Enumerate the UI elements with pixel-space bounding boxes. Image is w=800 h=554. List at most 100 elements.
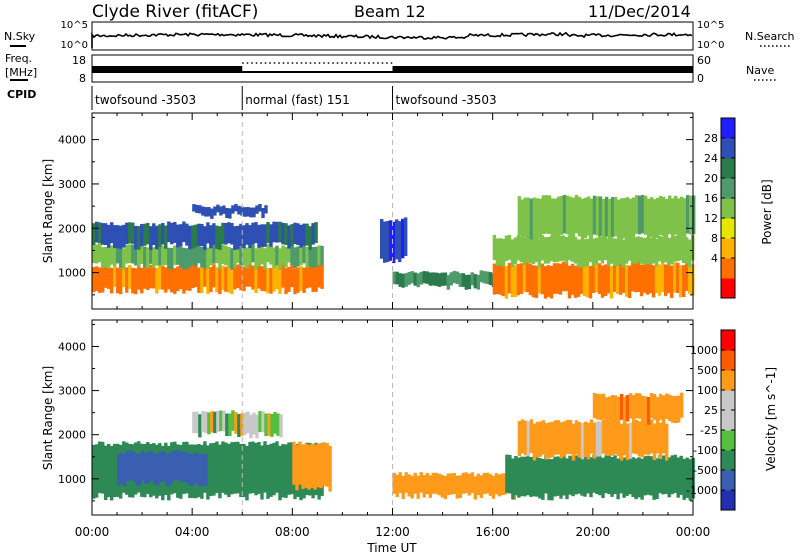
- heatmap-cell: [689, 195, 693, 235]
- heatmap-cell: [476, 473, 480, 496]
- heatmap-cell: [544, 423, 549, 460]
- heatmap-cell: [654, 238, 659, 267]
- heatmap-cell: [308, 264, 312, 288]
- colorbar-swatch: [721, 330, 735, 351]
- heatmap-cell: [567, 265, 572, 299]
- colorbar-tick-label: -500: [693, 464, 718, 477]
- heatmap-cell: [670, 237, 674, 265]
- heatmap-cell: [275, 441, 279, 493]
- heatmap-cell: [679, 265, 683, 298]
- heatmap-cell: [645, 237, 650, 264]
- heatmap-cell: [221, 265, 225, 290]
- heatmap-cell: [582, 239, 587, 267]
- heatmap-cell: [498, 238, 503, 266]
- heatmap-cell: [658, 394, 663, 420]
- heatmap-cell: [134, 225, 138, 250]
- heatmap-cell: [685, 237, 689, 264]
- power-y-axis-label: Slant Range [km]: [41, 159, 55, 263]
- power-heatmap: [92, 113, 696, 309]
- heatmap-cell: [302, 267, 306, 293]
- heatmap-cell: [665, 393, 669, 419]
- heatmap-cell: [547, 195, 552, 235]
- velocity-colorbar: 1000 500 100 25 -25 -100 -500 -1000: [686, 329, 736, 511]
- heatmap-cell: [546, 237, 551, 264]
- power-colorbar: 28 24 20 16 12 8 4: [704, 117, 736, 299]
- heatmap-cell: [203, 263, 207, 287]
- heatmap-cell: [222, 410, 226, 432]
- colorbar-swatch: [721, 470, 735, 491]
- heatmap-cell: [328, 445, 332, 492]
- heatmap-cell: [547, 459, 551, 501]
- heatmap-cell: [305, 223, 309, 246]
- noise-left-tick-bottom: 10^0: [61, 40, 88, 51]
- heatmap-cell: [248, 225, 252, 249]
- heatmap-cell: [242, 225, 246, 249]
- heatmap-cell: [510, 239, 515, 268]
- heatmap-cell: [410, 475, 414, 499]
- heatmap-cell: [601, 199, 606, 241]
- heatmap-cell: [552, 263, 557, 294]
- heatmap-cell: [579, 239, 584, 268]
- heatmap-cell: [610, 394, 615, 422]
- heatmap-cell: [482, 271, 486, 284]
- heatmap-cell: [680, 392, 684, 418]
- heatmap-cell: [658, 454, 662, 494]
- heatmap-cell: [434, 472, 438, 494]
- heatmap-cell: [667, 262, 671, 294]
- heatmap-cell: [101, 267, 105, 293]
- heatmap-cell: [170, 222, 174, 245]
- heatmap-cell: [314, 246, 318, 268]
- heatmap-cell: [628, 455, 632, 495]
- heatmap-cell: [198, 205, 202, 214]
- heatmap-cell: [95, 244, 99, 264]
- heatmap-cell: [543, 266, 548, 299]
- heatmap-cell: [467, 473, 471, 496]
- heatmap-cell: [692, 195, 696, 235]
- heatmap-cell: [143, 223, 147, 246]
- heatmap-cell: [311, 247, 315, 268]
- heatmap-cell: [667, 457, 671, 498]
- heatmap-cell: [149, 264, 153, 289]
- heatmap-cell: [302, 244, 306, 264]
- heatmap-cell: [213, 206, 217, 216]
- heatmap-cell: [206, 222, 210, 244]
- heatmap-cell: [616, 421, 621, 456]
- heatmap-cell: [401, 273, 405, 288]
- heatmap-cell: [269, 224, 273, 247]
- heatmap-cell: [637, 195, 642, 235]
- heatmap-cell: [278, 248, 282, 270]
- heatmap-cell: [517, 421, 522, 456]
- heatmap-cell: [146, 222, 150, 245]
- heatmap-cell: [643, 396, 648, 424]
- heatmap-cell: [671, 395, 675, 423]
- heatmap-cell: [191, 245, 195, 265]
- heatmap-cell: [501, 264, 506, 297]
- heatmap-cell: [263, 441, 267, 493]
- heatmap-cell: [302, 223, 306, 246]
- heatmap-cell: [664, 236, 668, 263]
- heatmap-cell: [497, 474, 502, 497]
- heatmap-cell: [257, 246, 261, 266]
- heatmap-cell: [207, 207, 211, 217]
- heatmap-cell: [520, 199, 525, 241]
- heatmap-cell: [246, 411, 250, 433]
- heatmap-cell: [565, 458, 569, 500]
- heatmap-cell: [543, 237, 548, 264]
- heatmap-cell: [162, 451, 166, 482]
- heatmap-cell: [231, 205, 235, 214]
- heatmap-cell: [179, 224, 183, 247]
- heatmap-cell: [255, 205, 259, 214]
- heatmap-cell: [299, 245, 303, 266]
- heatmap-cell: [389, 220, 393, 261]
- colorbar-tick-label: 16: [704, 192, 718, 205]
- heatmap-cell: [529, 457, 533, 497]
- heatmap-cell: [592, 422, 597, 459]
- heatmap-cell: [549, 266, 554, 299]
- heatmap-cell: [92, 244, 96, 264]
- noise-left-tick-top: 10^5: [61, 20, 88, 31]
- y-tick-label: 4000: [58, 340, 86, 353]
- heatmap-cell: [243, 207, 247, 217]
- heatmap-cell: [143, 265, 147, 289]
- station-title: Clyde River (fitACF): [92, 2, 258, 22]
- heatmap-cell: [686, 195, 690, 234]
